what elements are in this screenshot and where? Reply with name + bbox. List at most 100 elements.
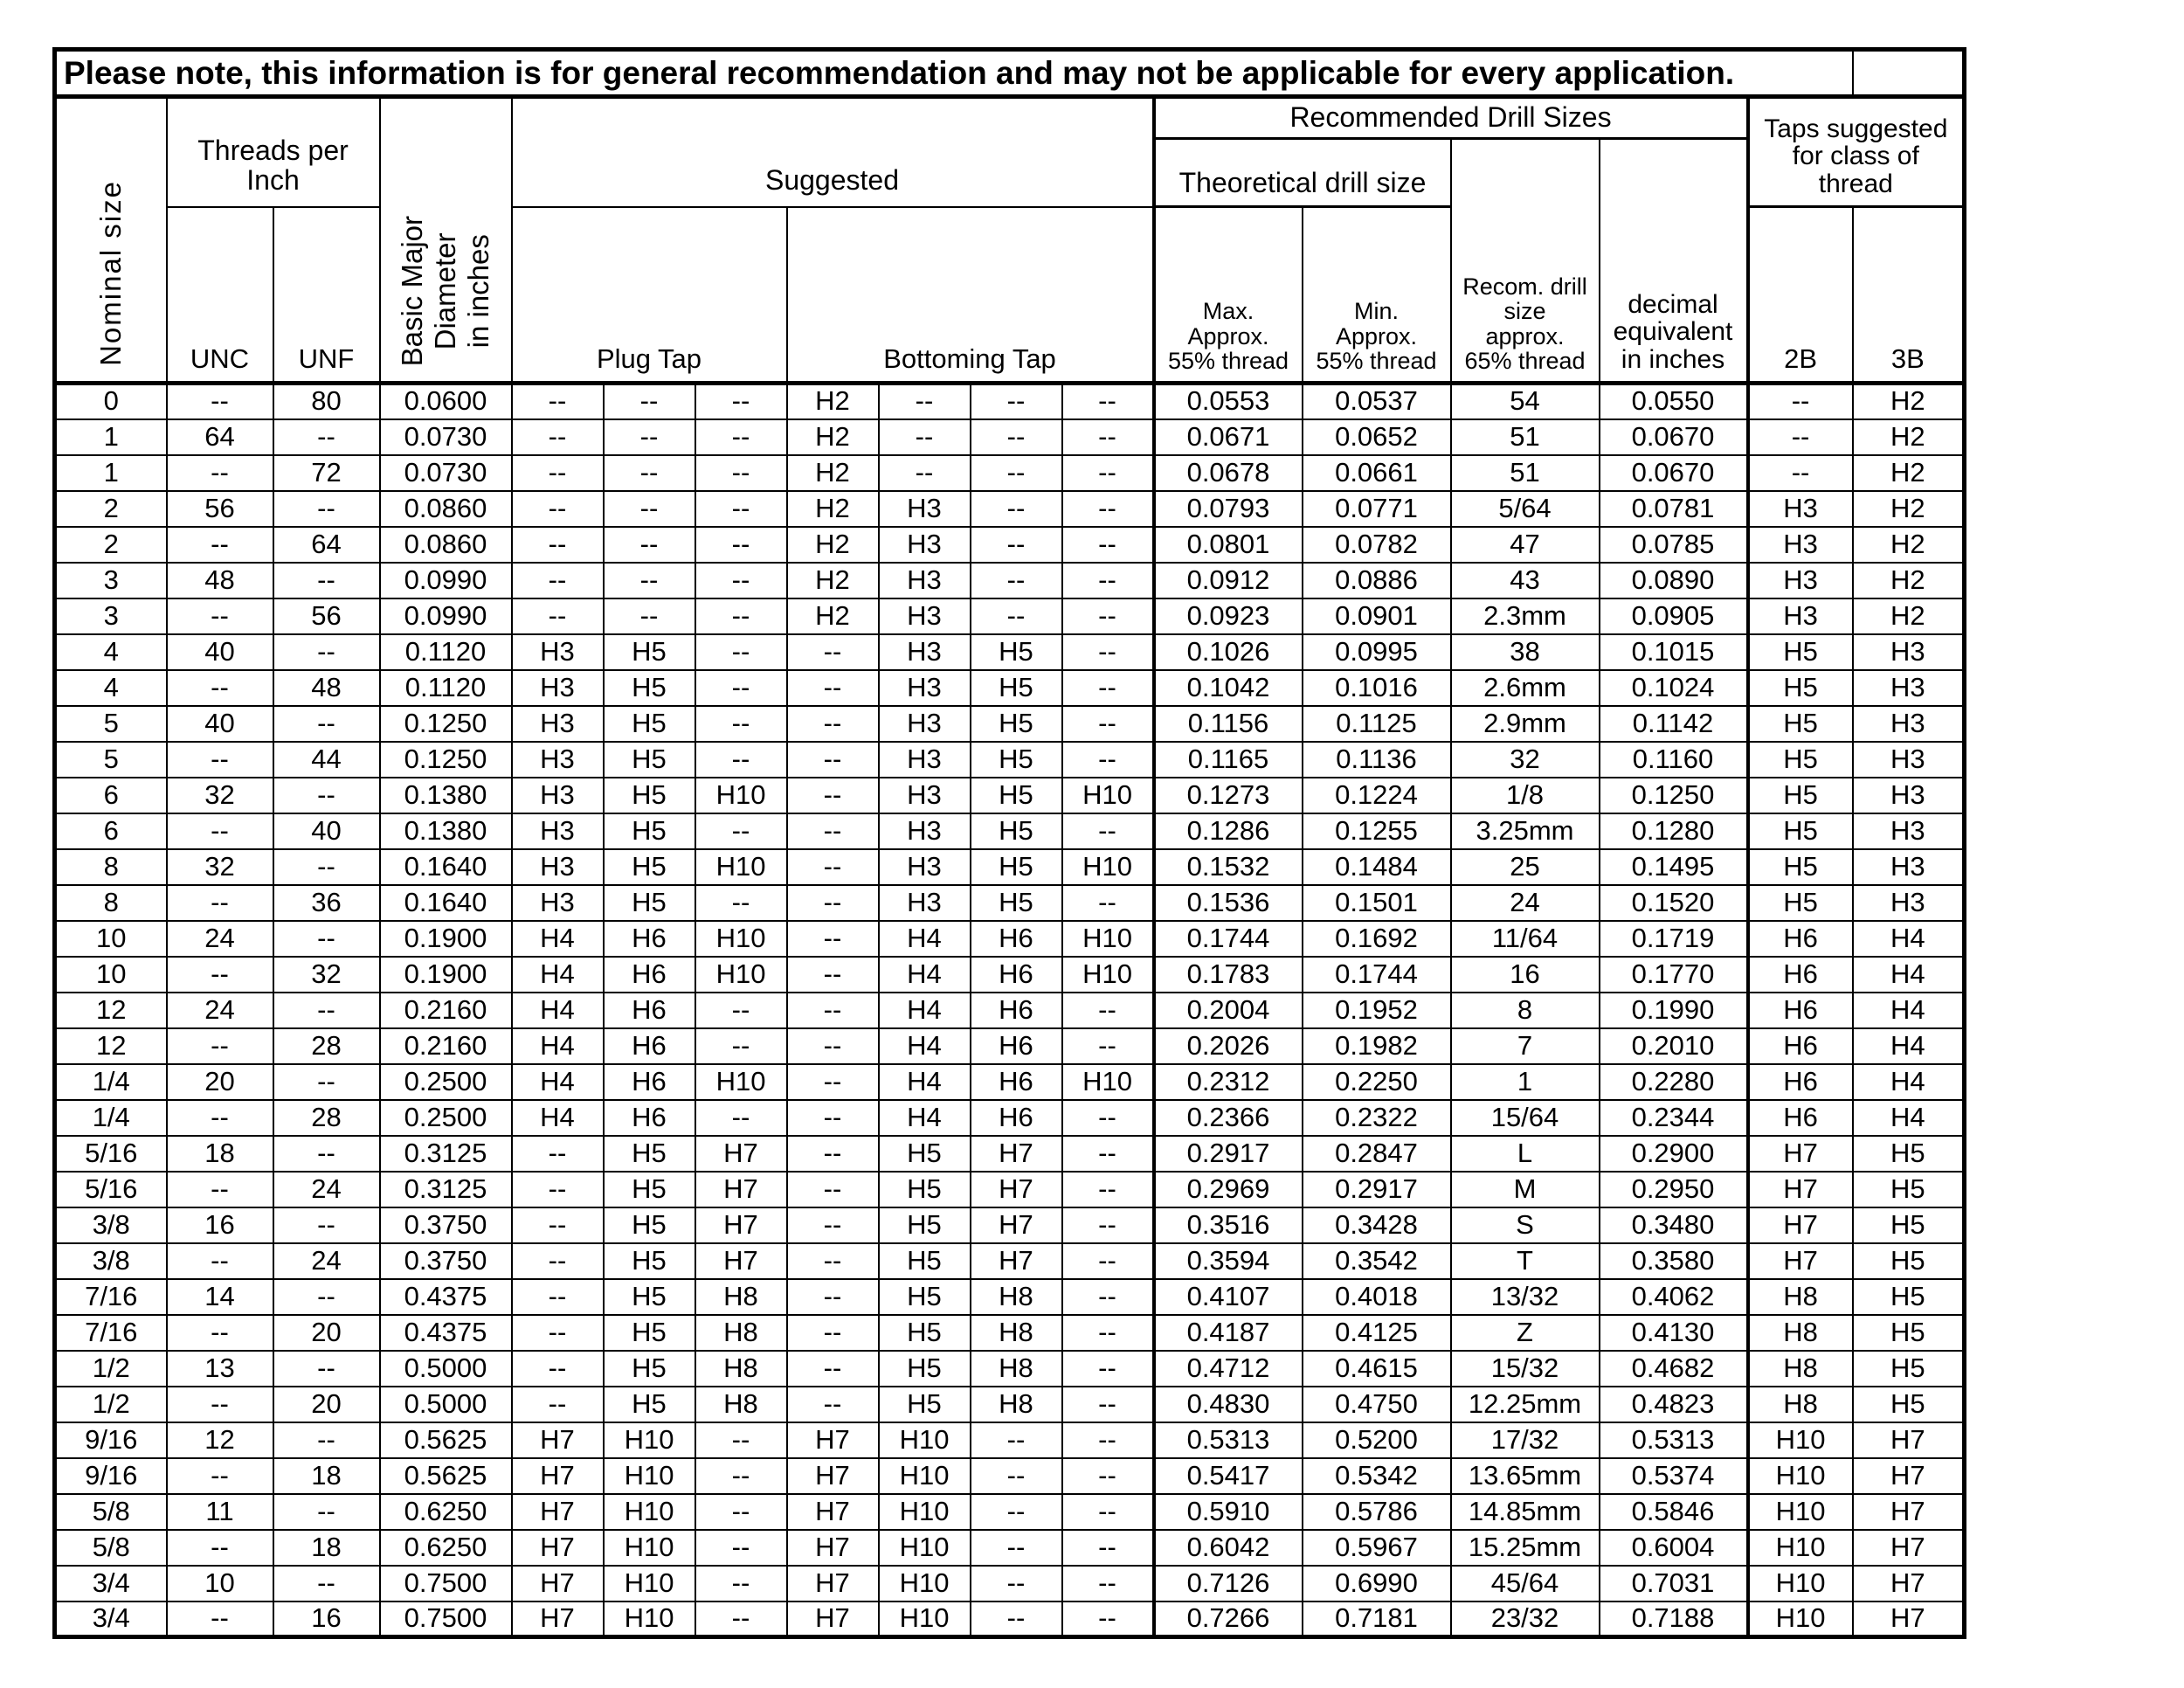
cell-bottoming_tap_3: H6 — [969, 991, 1063, 1029]
cell-min_approx_55: 0.0771 — [1301, 489, 1452, 528]
cell-plug_tap_2: H5 — [602, 847, 696, 886]
cell-min_approx_55: 0.1224 — [1301, 776, 1452, 814]
cell-bottoming_tap_4: -- — [1061, 740, 1155, 778]
cell-unc: -- — [165, 1170, 274, 1208]
cell-unf: 56 — [272, 597, 381, 635]
cell-bottoming_tap_2: H4 — [877, 1027, 971, 1065]
cell-basic_major_diameter: 0.6250 — [378, 1492, 513, 1531]
cell-plug_tap_3: -- — [694, 668, 788, 707]
cell-class_2b: H10 — [1745, 1600, 1854, 1638]
cell-plug_tap_1: -- — [510, 561, 605, 599]
cell-bottoming_tap_1: -- — [785, 991, 880, 1029]
cell-max_approx_55: 0.4830 — [1151, 1385, 1303, 1423]
cell-bottoming_tap_1: H2 — [785, 561, 880, 599]
cell-unf: 20 — [272, 1313, 381, 1352]
cell-max_approx_55: 0.1744 — [1151, 919, 1303, 958]
cell-recom_drill_65: 7 — [1449, 1027, 1600, 1065]
cell-bottoming_tap_2: H3 — [877, 776, 971, 814]
cell-class_3b: H2 — [1851, 525, 1966, 564]
cell-bottoming_tap_3: H8 — [969, 1313, 1063, 1352]
cell-class_2b: H5 — [1745, 847, 1854, 886]
cell-class_3b: H3 — [1851, 704, 1966, 743]
cell-unf: -- — [272, 489, 381, 528]
cell-plug_tap_3: -- — [694, 381, 788, 420]
cell-unc: 24 — [165, 919, 274, 958]
cell-class_3b: H4 — [1851, 955, 1966, 993]
cell-bottoming_tap_4: -- — [1061, 1600, 1155, 1638]
cell-unc: 40 — [165, 633, 274, 671]
cell-plug_tap_1: -- — [510, 1134, 605, 1173]
cell-max_approx_55: 0.4187 — [1151, 1313, 1303, 1352]
cell-class_3b: H5 — [1851, 1242, 1966, 1280]
table-row: 5/16 -- 24 0.3125 -- H5 H7 -- H5 H7 -- 0.2969 0.2917… — [53, 1170, 1966, 1208]
cell-plug_tap_3: H7 — [694, 1206, 788, 1244]
cell-bottoming_tap_2: H3 — [877, 740, 971, 778]
cell-class_2b: H7 — [1745, 1242, 1854, 1280]
cell-max_approx_55: 0.1042 — [1151, 668, 1303, 707]
cell-bottoming_tap_1: -- — [785, 919, 880, 958]
cell-max_approx_55: 0.3516 — [1151, 1206, 1303, 1244]
cell-unf: -- — [272, 1206, 381, 1244]
table-row: 12 -- 28 0.2160 H4 H6 -- -- H4 H6 -- 0.2026 0.1982 7 0… — [53, 1027, 1966, 1065]
cell-bottoming_tap_1: -- — [785, 883, 880, 922]
cell-class_3b: H7 — [1851, 1421, 1966, 1459]
cell-bottoming_tap_3: H5 — [969, 668, 1063, 707]
cell-unf: -- — [272, 1492, 381, 1531]
cell-class_2b: H5 — [1745, 633, 1854, 671]
cell-bottoming_tap_3: H8 — [969, 1385, 1063, 1423]
cell-recom_drill_65: 1 — [1449, 1062, 1600, 1101]
cell-plug_tap_1: -- — [510, 1385, 605, 1423]
cell-min_approx_55: 0.4615 — [1301, 1349, 1452, 1387]
cell-bottoming_tap_2: H4 — [877, 1098, 971, 1137]
col-header-unf: UNF — [272, 205, 381, 384]
cell-unf: -- — [272, 418, 381, 456]
cell-min_approx_55: 0.1136 — [1301, 740, 1452, 778]
col-header-threads-per-inch: Threads per Inch — [165, 95, 381, 208]
cell-bottoming_tap_1: -- — [785, 1242, 880, 1280]
cell-class_2b: H10 — [1745, 1564, 1854, 1602]
cell-decimal_equivalent: 0.0670 — [1598, 453, 1749, 492]
cell-bottoming_tap_4: -- — [1061, 597, 1155, 635]
cell-basic_major_diameter: 0.2160 — [378, 1027, 513, 1065]
cell-plug_tap_1: H4 — [510, 955, 605, 993]
cell-unc: -- — [165, 597, 274, 635]
cell-min_approx_55: 0.4125 — [1301, 1313, 1452, 1352]
cell-decimal_equivalent: 0.3580 — [1598, 1242, 1749, 1280]
cell-plug_tap_2: H10 — [602, 1528, 696, 1567]
cell-bottoming_tap_3: -- — [969, 561, 1063, 599]
cell-unc: -- — [165, 1385, 274, 1423]
cell-basic_major_diameter: 0.7500 — [378, 1600, 513, 1638]
cell-class_2b: H7 — [1745, 1170, 1854, 1208]
cell-unc: 56 — [165, 489, 274, 528]
cell-plug_tap_3: -- — [694, 418, 788, 456]
table-row: 8 -- 36 0.1640 H3 H5 -- -- H3 H5 -- 0.1536 0.1501 24 0… — [53, 883, 1966, 922]
cell-unf: 48 — [272, 668, 381, 707]
cell-min_approx_55: 0.0886 — [1301, 561, 1452, 599]
cell-plug_tap_2: H10 — [602, 1492, 696, 1531]
cell-unc: -- — [165, 1242, 274, 1280]
cell-min_approx_55: 0.0901 — [1301, 597, 1452, 635]
cell-recom_drill_65: 5/64 — [1449, 489, 1600, 528]
table-row: 2 56 -- 0.0860 -- -- -- H2 H3 -- -- 0.0793 0.0771 5/6… — [53, 489, 1966, 528]
note-empty-cell — [1851, 47, 1966, 99]
cell-nominal_size: 5 — [53, 740, 168, 778]
cell-min_approx_55: 0.3542 — [1301, 1242, 1452, 1280]
cell-nominal_size: 6 — [53, 812, 168, 850]
cell-bottoming_tap_4: H10 — [1061, 1062, 1155, 1101]
cell-plug_tap_3: -- — [694, 1456, 788, 1495]
table-body: 0 -- 80 0.0600 -- -- -- H2 -- -- -- 0.0553 0.0537 54 0… — [53, 381, 1966, 1638]
cell-basic_major_diameter: 0.1640 — [378, 883, 513, 922]
cell-max_approx_55: 0.2312 — [1151, 1062, 1303, 1101]
cell-plug_tap_3: -- — [694, 453, 788, 492]
cell-plug_tap_2: H5 — [602, 633, 696, 671]
cell-class_2b: H6 — [1745, 991, 1854, 1029]
cell-basic_major_diameter: 0.1120 — [378, 633, 513, 671]
cell-plug_tap_3: H8 — [694, 1313, 788, 1352]
cell-max_approx_55: 0.2969 — [1151, 1170, 1303, 1208]
cell-plug_tap_2: H5 — [602, 812, 696, 850]
cell-bottoming_tap_2: H5 — [877, 1385, 971, 1423]
cell-class_3b: H5 — [1851, 1206, 1966, 1244]
cell-plug_tap_1: H3 — [510, 847, 605, 886]
cell-unc: -- — [165, 453, 274, 492]
cell-plug_tap_2: H5 — [602, 1242, 696, 1280]
